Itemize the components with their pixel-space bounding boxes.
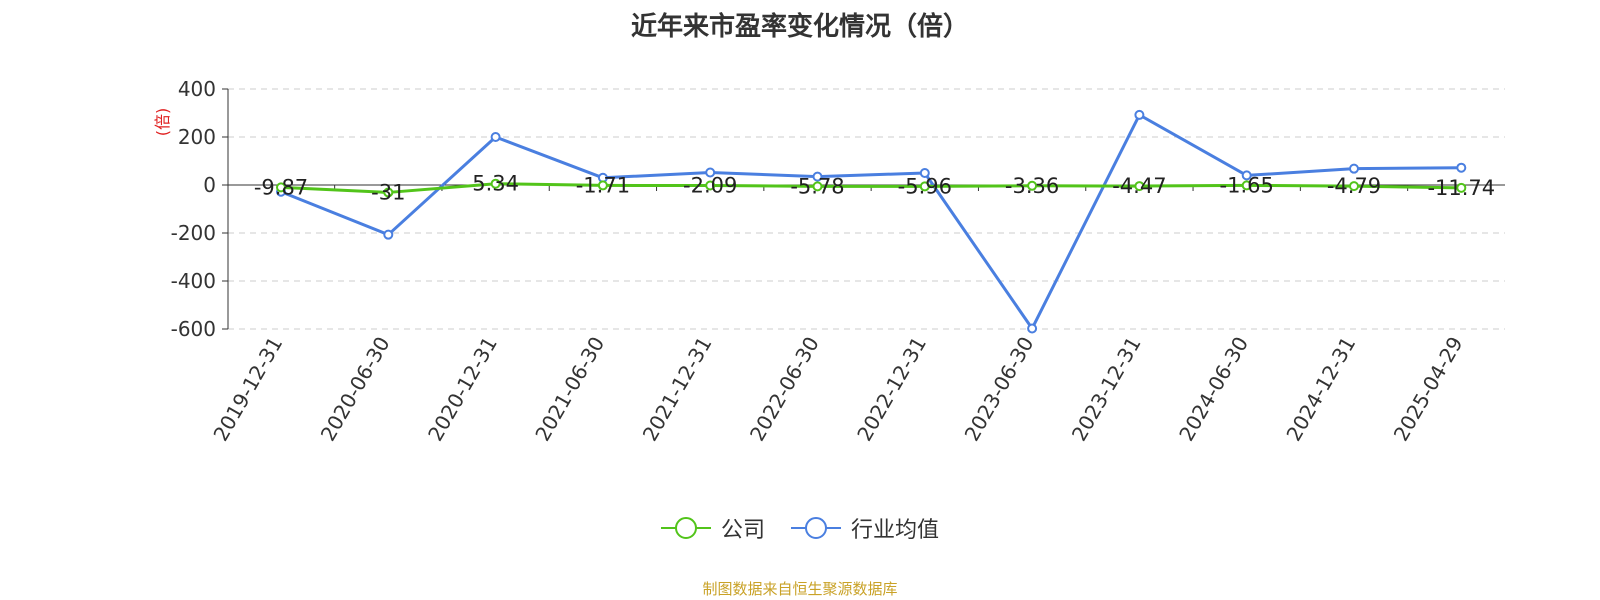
x-tick-label: 2022-12-31 [852, 333, 931, 446]
legend-industry-line-circle-icon [791, 517, 841, 539]
industry-average-data-point [1241, 170, 1252, 181]
company-data-point [276, 182, 286, 193]
company-data-label: -3.36 [1005, 174, 1059, 198]
industry-average-data-point [383, 229, 394, 240]
company-data-point [1349, 181, 1359, 192]
x-tick-label: 2021-12-31 [638, 333, 717, 446]
y-tick-label: 0 [203, 173, 216, 197]
x-tick-label: 2024-12-31 [1281, 333, 1360, 446]
company-data-point [1456, 182, 1467, 193]
company-data-point [919, 181, 930, 192]
y-axis-unit-label: (倍) [153, 108, 172, 137]
x-tick-label: 2023-06-30 [960, 333, 1039, 446]
industry-average-data-point [1456, 162, 1467, 173]
industry-average-series-line [280, 113, 1462, 331]
y-tick-label: -400 [171, 269, 216, 293]
x-tick-label: 2020-06-30 [316, 333, 395, 446]
company-data-point [705, 180, 716, 191]
x-tick-label: 2021-06-30 [530, 333, 609, 446]
industry-average-data-point [1134, 109, 1145, 120]
company-data-label: 5.34 [472, 172, 519, 196]
chart-legend: 公司 行业均值 [0, 512, 1600, 544]
industry-average-data-point [1027, 323, 1038, 334]
company-series-line [280, 182, 1462, 194]
industry-average-data-point [919, 168, 930, 178]
legend-company-line-circle-icon [660, 517, 711, 539]
company-data-label: -1.65 [1220, 173, 1274, 197]
company-data-point [490, 178, 501, 189]
industry-average-data-point [812, 171, 823, 182]
pe-ratio-line-chart: 400 200 0 -200 -400 -600 (倍) 2019-12-31 2020-06-… [153, 77, 1505, 446]
company-data-label: -31 [371, 180, 405, 204]
y-tick-label: -200 [171, 221, 216, 245]
company-data-point [597, 180, 608, 191]
y-tick-label: 200 [178, 125, 216, 149]
x-tick-label: 2023-12-31 [1067, 333, 1146, 446]
company-data-point [1241, 180, 1252, 191]
x-tick-label: 2022-06-30 [745, 333, 824, 446]
legend-item-company[interactable]: 公司 [660, 512, 765, 544]
legend-item-industry-average[interactable]: 行业均值 [791, 512, 939, 544]
x-tick-label: 2024-06-30 [1174, 333, 1253, 446]
company-data-point [812, 181, 823, 192]
x-tick-label: 2020-12-31 [423, 332, 502, 445]
legend-industry-average-label: 行业均值 [851, 518, 940, 543]
company-data-label: -9.87 [254, 175, 308, 199]
source-note: 制图数据来自恒生聚源数据库 [702, 580, 898, 598]
industry-average-data-point [490, 132, 501, 142]
y-tick-label: 400 [178, 77, 216, 101]
company-data-label: -2.09 [683, 174, 737, 198]
company-data-label: -4.79 [1327, 174, 1381, 198]
company-data-label: -11.74 [1427, 176, 1495, 200]
company-data-point [383, 187, 394, 198]
chart-title: 近年来市盈率变化情况（倍） [630, 12, 969, 42]
industry-average-data-point [1349, 163, 1359, 174]
company-data-label: -1.71 [576, 173, 630, 197]
company-data-point [1134, 181, 1145, 192]
industry-average-data-point [705, 167, 716, 178]
x-tick-label: 2025-04-29 [1389, 333, 1468, 446]
y-tick-label: -600 [171, 317, 216, 341]
legend-company-label: 公司 [720, 518, 765, 543]
company-data-label: -5.78 [790, 174, 844, 198]
company-data-label: -5.96 [898, 174, 952, 198]
x-tick-label: 2019-12-31 [208, 333, 287, 446]
company-data-point [1027, 180, 1038, 191]
company-data-label: -4.47 [1112, 174, 1166, 198]
